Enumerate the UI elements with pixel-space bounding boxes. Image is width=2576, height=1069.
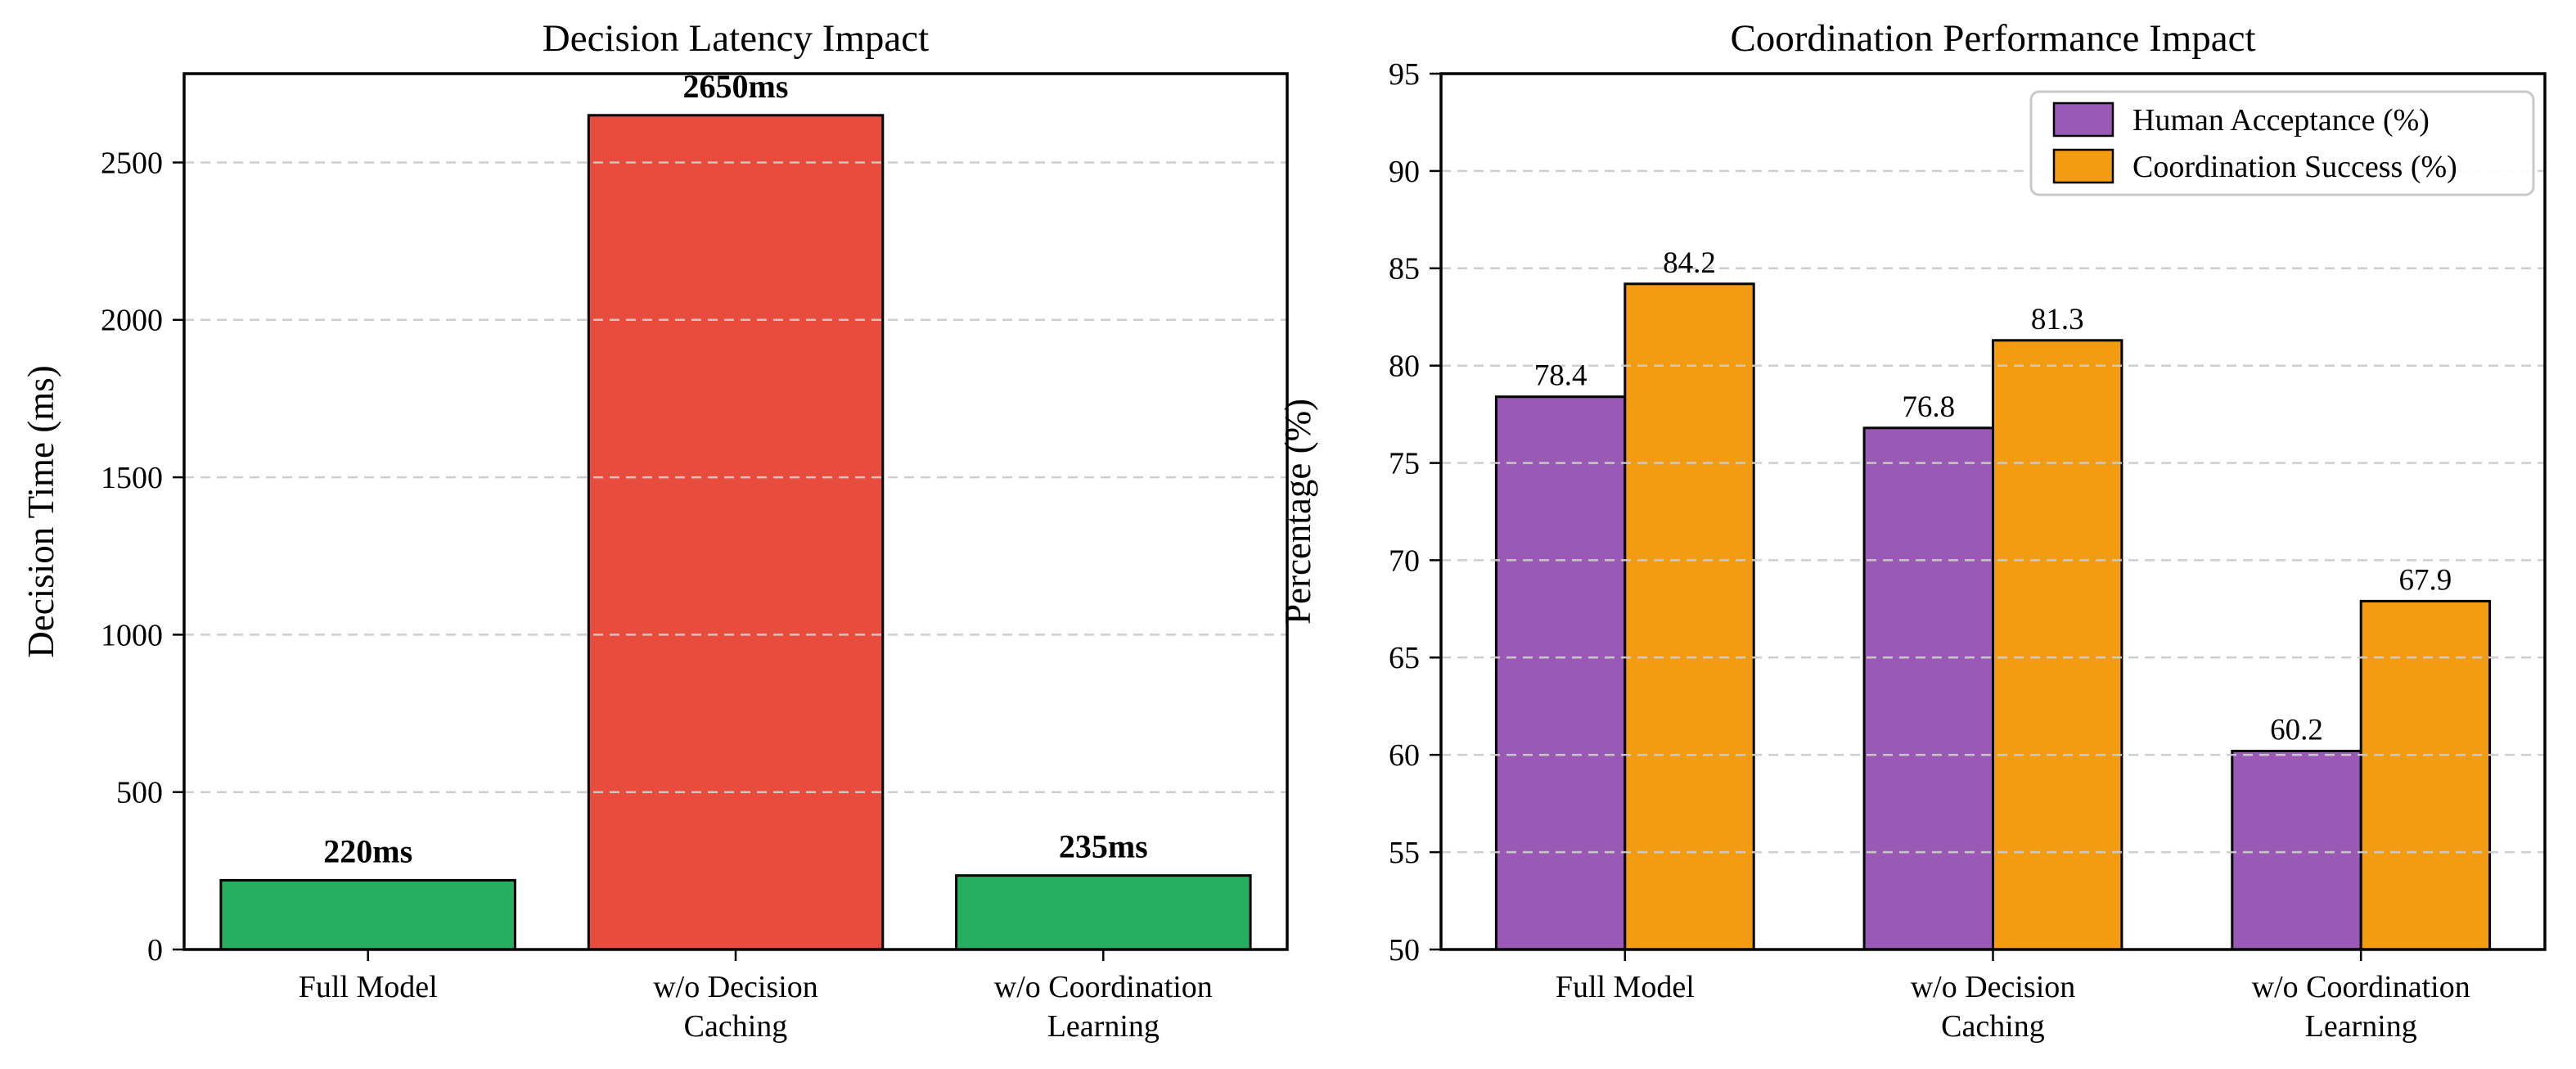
x-tick-label: w/o Decision Caching [653, 970, 818, 1044]
y-tick-label: 2000 [101, 304, 163, 338]
series-2-bar [1624, 282, 1755, 951]
x-tick-label: Full Model [1556, 970, 1695, 1004]
legend-label: Coordination Success (%) [2132, 150, 2457, 184]
value-label: 220ms [323, 832, 412, 869]
value-label: 81.3 [2031, 303, 2084, 336]
y-tick-label: 2500 [101, 146, 163, 180]
series-2-bar [2359, 599, 2492, 951]
value-label: 2650ms [683, 68, 789, 105]
value-label: 76.8 [1902, 390, 1955, 424]
y-tick-label: 0 [147, 933, 163, 968]
y-tick-label: 90 [1389, 155, 1420, 189]
y-tick-label: 70 [1389, 544, 1420, 578]
y-tick-label: 95 [1389, 57, 1420, 92]
y-tick-label: 55 [1389, 836, 1420, 870]
value-label: 67.9 [2399, 563, 2452, 597]
y-tick-label: 60 [1389, 738, 1420, 773]
value-label: 235ms [1059, 828, 1148, 865]
value-label: 60.2 [2270, 714, 2323, 747]
bar [219, 878, 516, 951]
decision-latency-chart: 0 500 1000 1500 2000 2500 Full Model w/o Decisi… [20, 17, 1289, 1044]
legend-box [2029, 90, 2535, 196]
series-1-bar [1862, 426, 1995, 951]
y-tick-label: 80 [1389, 350, 1420, 384]
legend-label: Human Acceptance (%) [2132, 103, 2430, 138]
chart-title: Coordination Performance Impact [1730, 17, 2255, 60]
legend: Human Acceptance (%) Coordination Success… [2029, 90, 2535, 196]
bar [587, 114, 885, 951]
chart-title: Decision Latency Impact [543, 17, 929, 60]
y-tick-label: 85 [1389, 252, 1420, 286]
coordination-performance-chart: 50 55 60 65 70 75 80 85 90 95 Full Model w/o Decisi… [1277, 17, 2547, 1044]
x-tick-label: w/o Coordination Learning [994, 970, 1213, 1044]
x-tick-label: Full Model [299, 970, 438, 1004]
bar [955, 874, 1252, 951]
y-tick-label: 65 [1389, 641, 1420, 675]
legend-swatch [2052, 148, 2114, 184]
y-tick-label: 500 [116, 776, 163, 810]
series-2-bar [1992, 339, 2123, 951]
value-label: 84.2 [1663, 246, 1716, 280]
series-1-bar [1494, 395, 1627, 951]
y-axis-label: Percentage (%) [1277, 399, 1318, 625]
x-tick-label: w/o Coordination Learning [2252, 970, 2470, 1044]
y-axis-label: Decision Time (ms) [20, 365, 61, 658]
y-tick-label: 50 [1389, 933, 1420, 968]
y-tick-label: 75 [1389, 447, 1420, 481]
series-1-bar [2231, 750, 2362, 951]
y-tick-label: 1000 [101, 618, 163, 652]
y-tick-label: 1500 [101, 461, 163, 495]
x-tick-label: w/o Decision Caching [1911, 970, 2076, 1044]
legend-swatch [2052, 101, 2114, 138]
value-label: 78.4 [1534, 359, 1587, 393]
